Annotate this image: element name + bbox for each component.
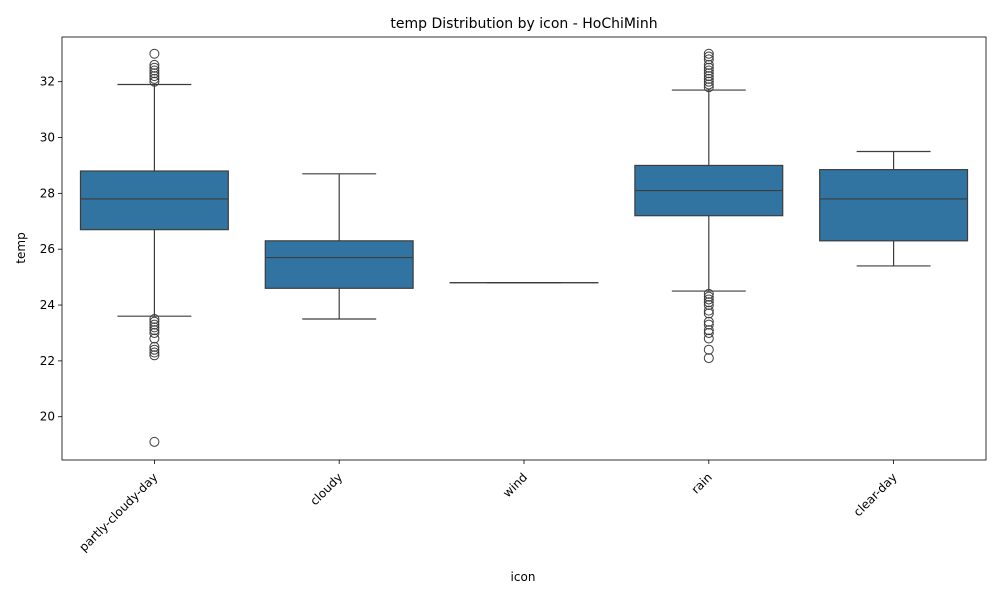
y-tick-label: 26 (40, 242, 55, 256)
y-tick-label: 30 (40, 131, 55, 145)
x-axis-title: icon (511, 570, 536, 584)
y-tick-label: 32 (40, 75, 55, 89)
y-tick-label: 28 (40, 186, 55, 200)
iqr-box (265, 241, 413, 288)
iqr-box (820, 170, 968, 241)
y-tick-label: 22 (40, 354, 55, 368)
y-axis-title: temp (14, 232, 28, 263)
iqr-box (80, 171, 228, 230)
y-tick-label: 20 (40, 410, 55, 424)
chart-title: temp Distribution by icon - HoChiMinh (390, 16, 657, 32)
y-tick-label: 24 (40, 298, 55, 312)
